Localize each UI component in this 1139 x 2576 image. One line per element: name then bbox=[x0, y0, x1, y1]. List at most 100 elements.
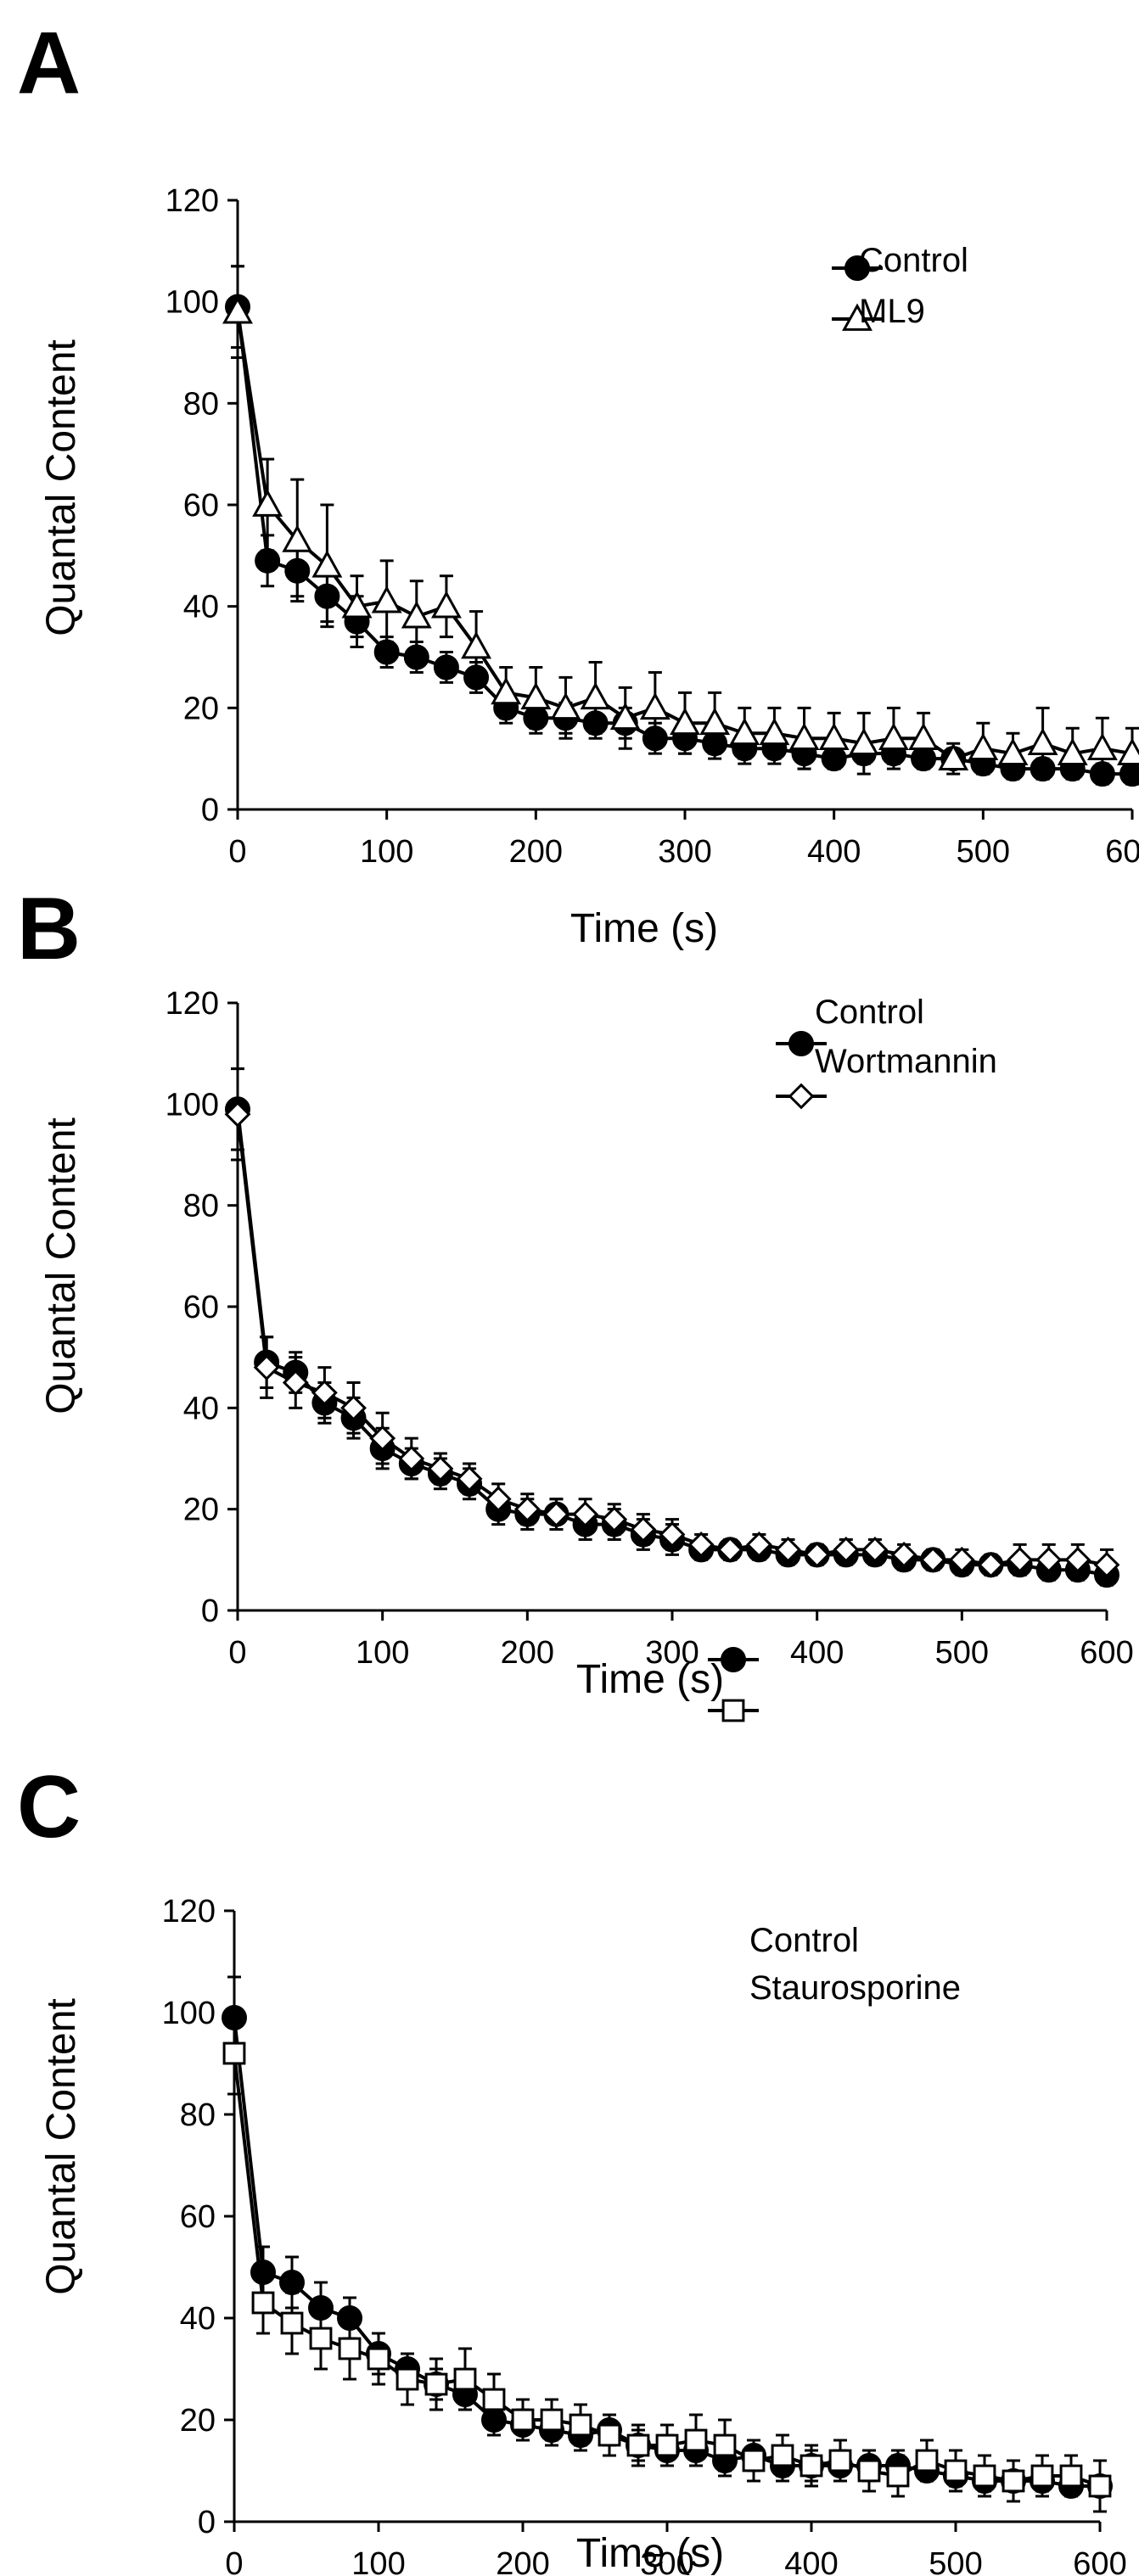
data-point bbox=[222, 296, 253, 324]
x-tick-label: 100 bbox=[351, 2546, 405, 2576]
data-point bbox=[973, 2464, 996, 2488]
data-point bbox=[890, 1541, 917, 1568]
series-control bbox=[225, 265, 1139, 787]
x-tick-label: 400 bbox=[790, 1635, 844, 1671]
panel-letter: A bbox=[17, 14, 81, 113]
x-tick-label: 500 bbox=[929, 2546, 982, 2576]
legend-label-control: Control bbox=[859, 242, 968, 279]
data-point bbox=[430, 591, 462, 619]
data-point bbox=[340, 1394, 367, 1421]
x-tick-label: 200 bbox=[501, 1635, 554, 1671]
panel-letter: C bbox=[17, 1758, 81, 1856]
y-tick-label: 120 bbox=[166, 986, 219, 1022]
y-tick-label: 120 bbox=[166, 183, 219, 219]
data-point bbox=[520, 681, 552, 710]
data-point bbox=[919, 1546, 946, 1573]
data-point bbox=[639, 692, 670, 720]
x-tick-label: 600 bbox=[1080, 1635, 1133, 1671]
data-point bbox=[491, 676, 522, 705]
x-axis-title: Time (s) bbox=[570, 906, 718, 951]
x-tick-label: 500 bbox=[935, 1635, 989, 1671]
x-tick-label: 400 bbox=[784, 2546, 838, 2576]
data-point bbox=[252, 489, 283, 517]
data-point bbox=[427, 1455, 454, 1482]
data-point bbox=[1002, 2469, 1025, 2493]
y-tick-label: 60 bbox=[183, 1290, 219, 1325]
y-tick-label: 100 bbox=[166, 285, 219, 321]
data-point bbox=[729, 717, 760, 746]
panel-letter: B bbox=[17, 880, 81, 978]
data-point bbox=[684, 2428, 708, 2452]
data-point bbox=[369, 1425, 396, 1452]
data-point bbox=[788, 722, 820, 751]
x-tick-label: 300 bbox=[640, 2546, 693, 2576]
series-line bbox=[233, 2052, 1101, 2488]
x-axis-title: Time (s) bbox=[576, 2531, 724, 2576]
data-point bbox=[878, 722, 909, 751]
data-point bbox=[886, 2464, 910, 2488]
data-point bbox=[371, 585, 402, 613]
data-point bbox=[255, 547, 281, 574]
data-point bbox=[759, 717, 790, 746]
data-point bbox=[1093, 1551, 1120, 1578]
data-point bbox=[511, 2408, 535, 2432]
data-point bbox=[580, 681, 611, 710]
data-point bbox=[775, 1536, 801, 1563]
x-axis-title: Time (s) bbox=[576, 1657, 724, 1702]
data-point bbox=[659, 1521, 686, 1548]
data-point bbox=[433, 654, 459, 680]
data-point bbox=[745, 1532, 772, 1558]
series-staurosporine bbox=[222, 2011, 1112, 2513]
legend-swatch-control bbox=[832, 255, 883, 281]
data-point bbox=[279, 2270, 305, 2295]
data-point bbox=[833, 1536, 860, 1563]
data-point bbox=[311, 1380, 338, 1406]
x-tick-label: 500 bbox=[957, 834, 1010, 870]
data-point bbox=[908, 722, 940, 751]
y-tick-label: 80 bbox=[180, 2097, 216, 2133]
data-point bbox=[280, 2311, 304, 2335]
data-point bbox=[543, 1501, 570, 1528]
legend-label-wortmannin: Wortmannin bbox=[815, 1043, 997, 1080]
y-tick-label: 0 bbox=[198, 2505, 216, 2540]
series-wortmannin bbox=[224, 1067, 1120, 1582]
legend-swatch-wortmannin bbox=[776, 1083, 827, 1110]
data-point bbox=[1035, 1546, 1063, 1573]
y-axis-title: Quantal Content bbox=[39, 1117, 84, 1414]
data-point bbox=[1007, 1546, 1034, 1573]
data-point bbox=[630, 1516, 657, 1543]
data-point bbox=[367, 2347, 390, 2371]
legend-marker bbox=[721, 1699, 745, 1722]
data-point bbox=[396, 2367, 419, 2391]
data-point bbox=[948, 1546, 975, 1573]
series-control bbox=[225, 1067, 1119, 1588]
data-point bbox=[309, 2327, 333, 2350]
series-line bbox=[236, 1114, 1108, 1567]
data-point bbox=[1119, 761, 1139, 787]
panel-a: A 0 20 40 60 80 100 120 0 100 200 300 400 500 600 Qua… bbox=[17, 14, 1139, 951]
data-point bbox=[938, 742, 969, 770]
data-point bbox=[655, 2433, 679, 2457]
data-point bbox=[1030, 2464, 1054, 2488]
data-point bbox=[828, 2449, 852, 2472]
data-point bbox=[282, 524, 313, 552]
data-point bbox=[398, 1445, 425, 1472]
data-point bbox=[1088, 2474, 1112, 2498]
legend-marker bbox=[721, 1647, 746, 1672]
data-point bbox=[453, 2367, 477, 2391]
data-point bbox=[848, 727, 879, 756]
data-point bbox=[861, 1536, 889, 1563]
data-point bbox=[222, 2041, 246, 2065]
x-tick-label: 0 bbox=[225, 2546, 243, 2576]
data-point bbox=[485, 1486, 512, 1513]
series-line bbox=[233, 2017, 1100, 2488]
data-point bbox=[373, 639, 400, 665]
legend-marker bbox=[842, 303, 872, 331]
legend-label-ml9: ML9 bbox=[859, 293, 925, 330]
data-point bbox=[626, 2433, 650, 2457]
data-point bbox=[572, 1501, 599, 1528]
y-tick-label: 0 bbox=[201, 1593, 219, 1629]
data-point bbox=[569, 2413, 592, 2437]
data-point bbox=[461, 631, 492, 659]
